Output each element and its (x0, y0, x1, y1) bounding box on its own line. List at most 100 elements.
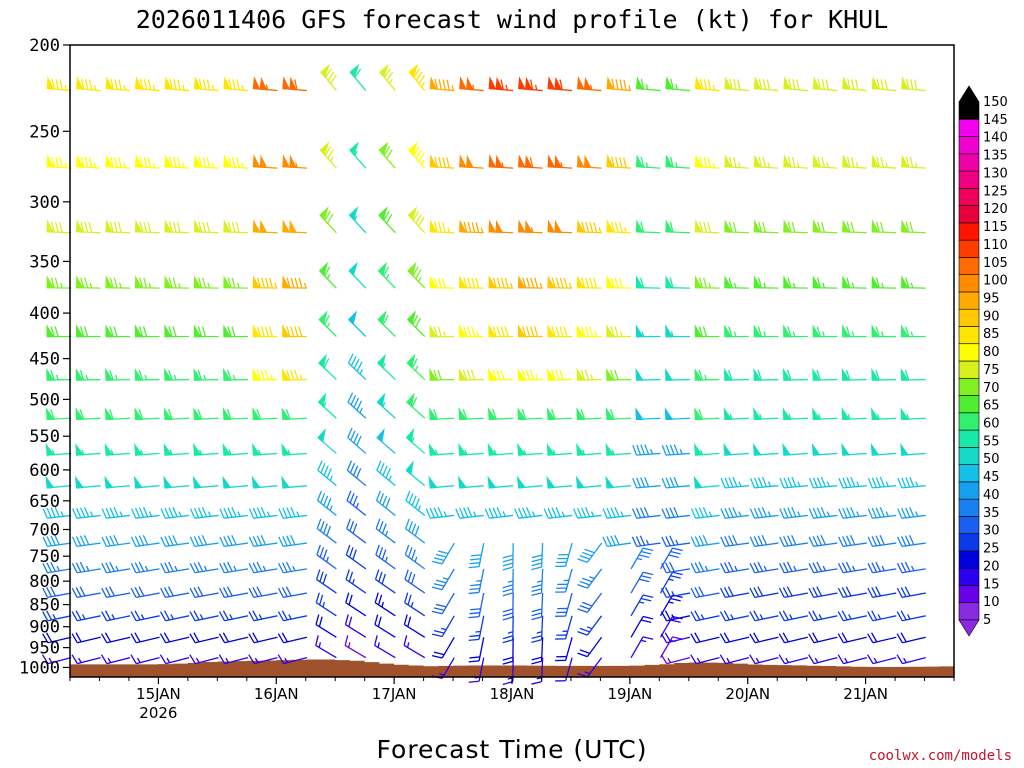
barb-flag (282, 275, 291, 289)
barb-full (577, 584, 588, 589)
wind-barb (808, 476, 838, 489)
barb-full (673, 476, 679, 488)
wind-barb (193, 324, 219, 338)
barb-full (782, 610, 789, 621)
barb-full (846, 477, 852, 488)
barb-full (319, 521, 325, 532)
barb-full (782, 632, 789, 643)
barb-flag (223, 219, 232, 233)
barb-full (189, 654, 196, 664)
barb-flag (134, 367, 143, 381)
barb-half (708, 282, 712, 289)
barb-full (619, 79, 623, 90)
y-tick-label: 700 (29, 521, 60, 541)
barb-full (54, 326, 59, 337)
wind-barb (133, 475, 160, 489)
wind-barb (189, 506, 219, 519)
barb-full (749, 563, 756, 573)
barb-flag (75, 219, 84, 233)
wind-barb (694, 367, 720, 381)
barb-full (758, 156, 763, 168)
wind-barb (576, 324, 602, 338)
barb-full (50, 326, 55, 337)
barb-flag (576, 154, 585, 168)
barb-flag (753, 367, 762, 381)
wind-barb (487, 475, 514, 489)
barb-full (909, 157, 914, 168)
wind-barb (282, 76, 307, 92)
barb-full (867, 563, 874, 573)
barb-full (606, 536, 612, 547)
barb-full (876, 156, 880, 168)
barb-full (559, 79, 563, 90)
barb-half (123, 162, 126, 168)
barb-full (374, 614, 379, 625)
barb-full (75, 587, 82, 597)
barb-full (871, 536, 878, 547)
barb-half (348, 642, 351, 648)
barb-full (468, 660, 480, 663)
wind-barb (531, 593, 544, 621)
wind-barb (838, 506, 867, 519)
barb-full (113, 221, 118, 233)
barb-full (46, 536, 52, 547)
barb-full (471, 277, 476, 289)
barb-full (431, 560, 443, 565)
barb-full (551, 507, 557, 518)
barb-full (139, 221, 144, 233)
barb-full (381, 549, 387, 560)
barb-full (142, 506, 149, 518)
barb-flag (134, 407, 143, 421)
barb-half (856, 481, 860, 487)
barb-half (856, 511, 860, 517)
barb-flag (466, 76, 474, 91)
barb-full (256, 561, 263, 572)
barb-full (585, 221, 590, 233)
barb-half (152, 84, 156, 91)
barb-full (531, 635, 542, 639)
barb-full (845, 561, 852, 572)
wind-barb (278, 561, 308, 574)
barb-full (900, 562, 907, 573)
barb-full (228, 156, 232, 168)
barb-full (41, 654, 49, 664)
barb-half (552, 449, 556, 455)
barb-full (470, 554, 482, 557)
barb-full (531, 608, 543, 613)
barb-flag (193, 154, 202, 168)
barb-full (76, 507, 82, 519)
wind-barb (425, 506, 455, 519)
barb-full (694, 536, 701, 547)
wind-barb (193, 275, 219, 289)
barb-flag (724, 76, 733, 90)
barb-full (160, 536, 166, 547)
barb-full (346, 490, 352, 501)
wind-barb (719, 610, 750, 622)
barb-full (257, 277, 262, 288)
wind-barb (630, 547, 654, 570)
barb-flag (841, 407, 850, 421)
barb-full (468, 680, 480, 683)
barb-half (78, 657, 82, 663)
barb-flag (605, 475, 615, 489)
barb-half (323, 401, 327, 408)
barb-full (75, 610, 82, 621)
barb-half (384, 556, 388, 563)
wind-barb (484, 506, 514, 519)
barb-full (374, 569, 380, 580)
barb-full (54, 534, 60, 545)
barb-full (905, 477, 911, 488)
barb-full (644, 444, 650, 455)
barb-full (757, 369, 763, 381)
barb-half (851, 331, 855, 337)
wind-barb (518, 154, 543, 169)
barb-flag (105, 324, 114, 338)
barb-full (382, 315, 389, 325)
wind-barb (46, 219, 72, 234)
barb-full (905, 326, 910, 337)
barb-full (749, 477, 756, 489)
barb-full (231, 326, 236, 337)
barb-half (877, 614, 882, 620)
barb-full (374, 635, 378, 646)
barb-half (258, 614, 263, 620)
